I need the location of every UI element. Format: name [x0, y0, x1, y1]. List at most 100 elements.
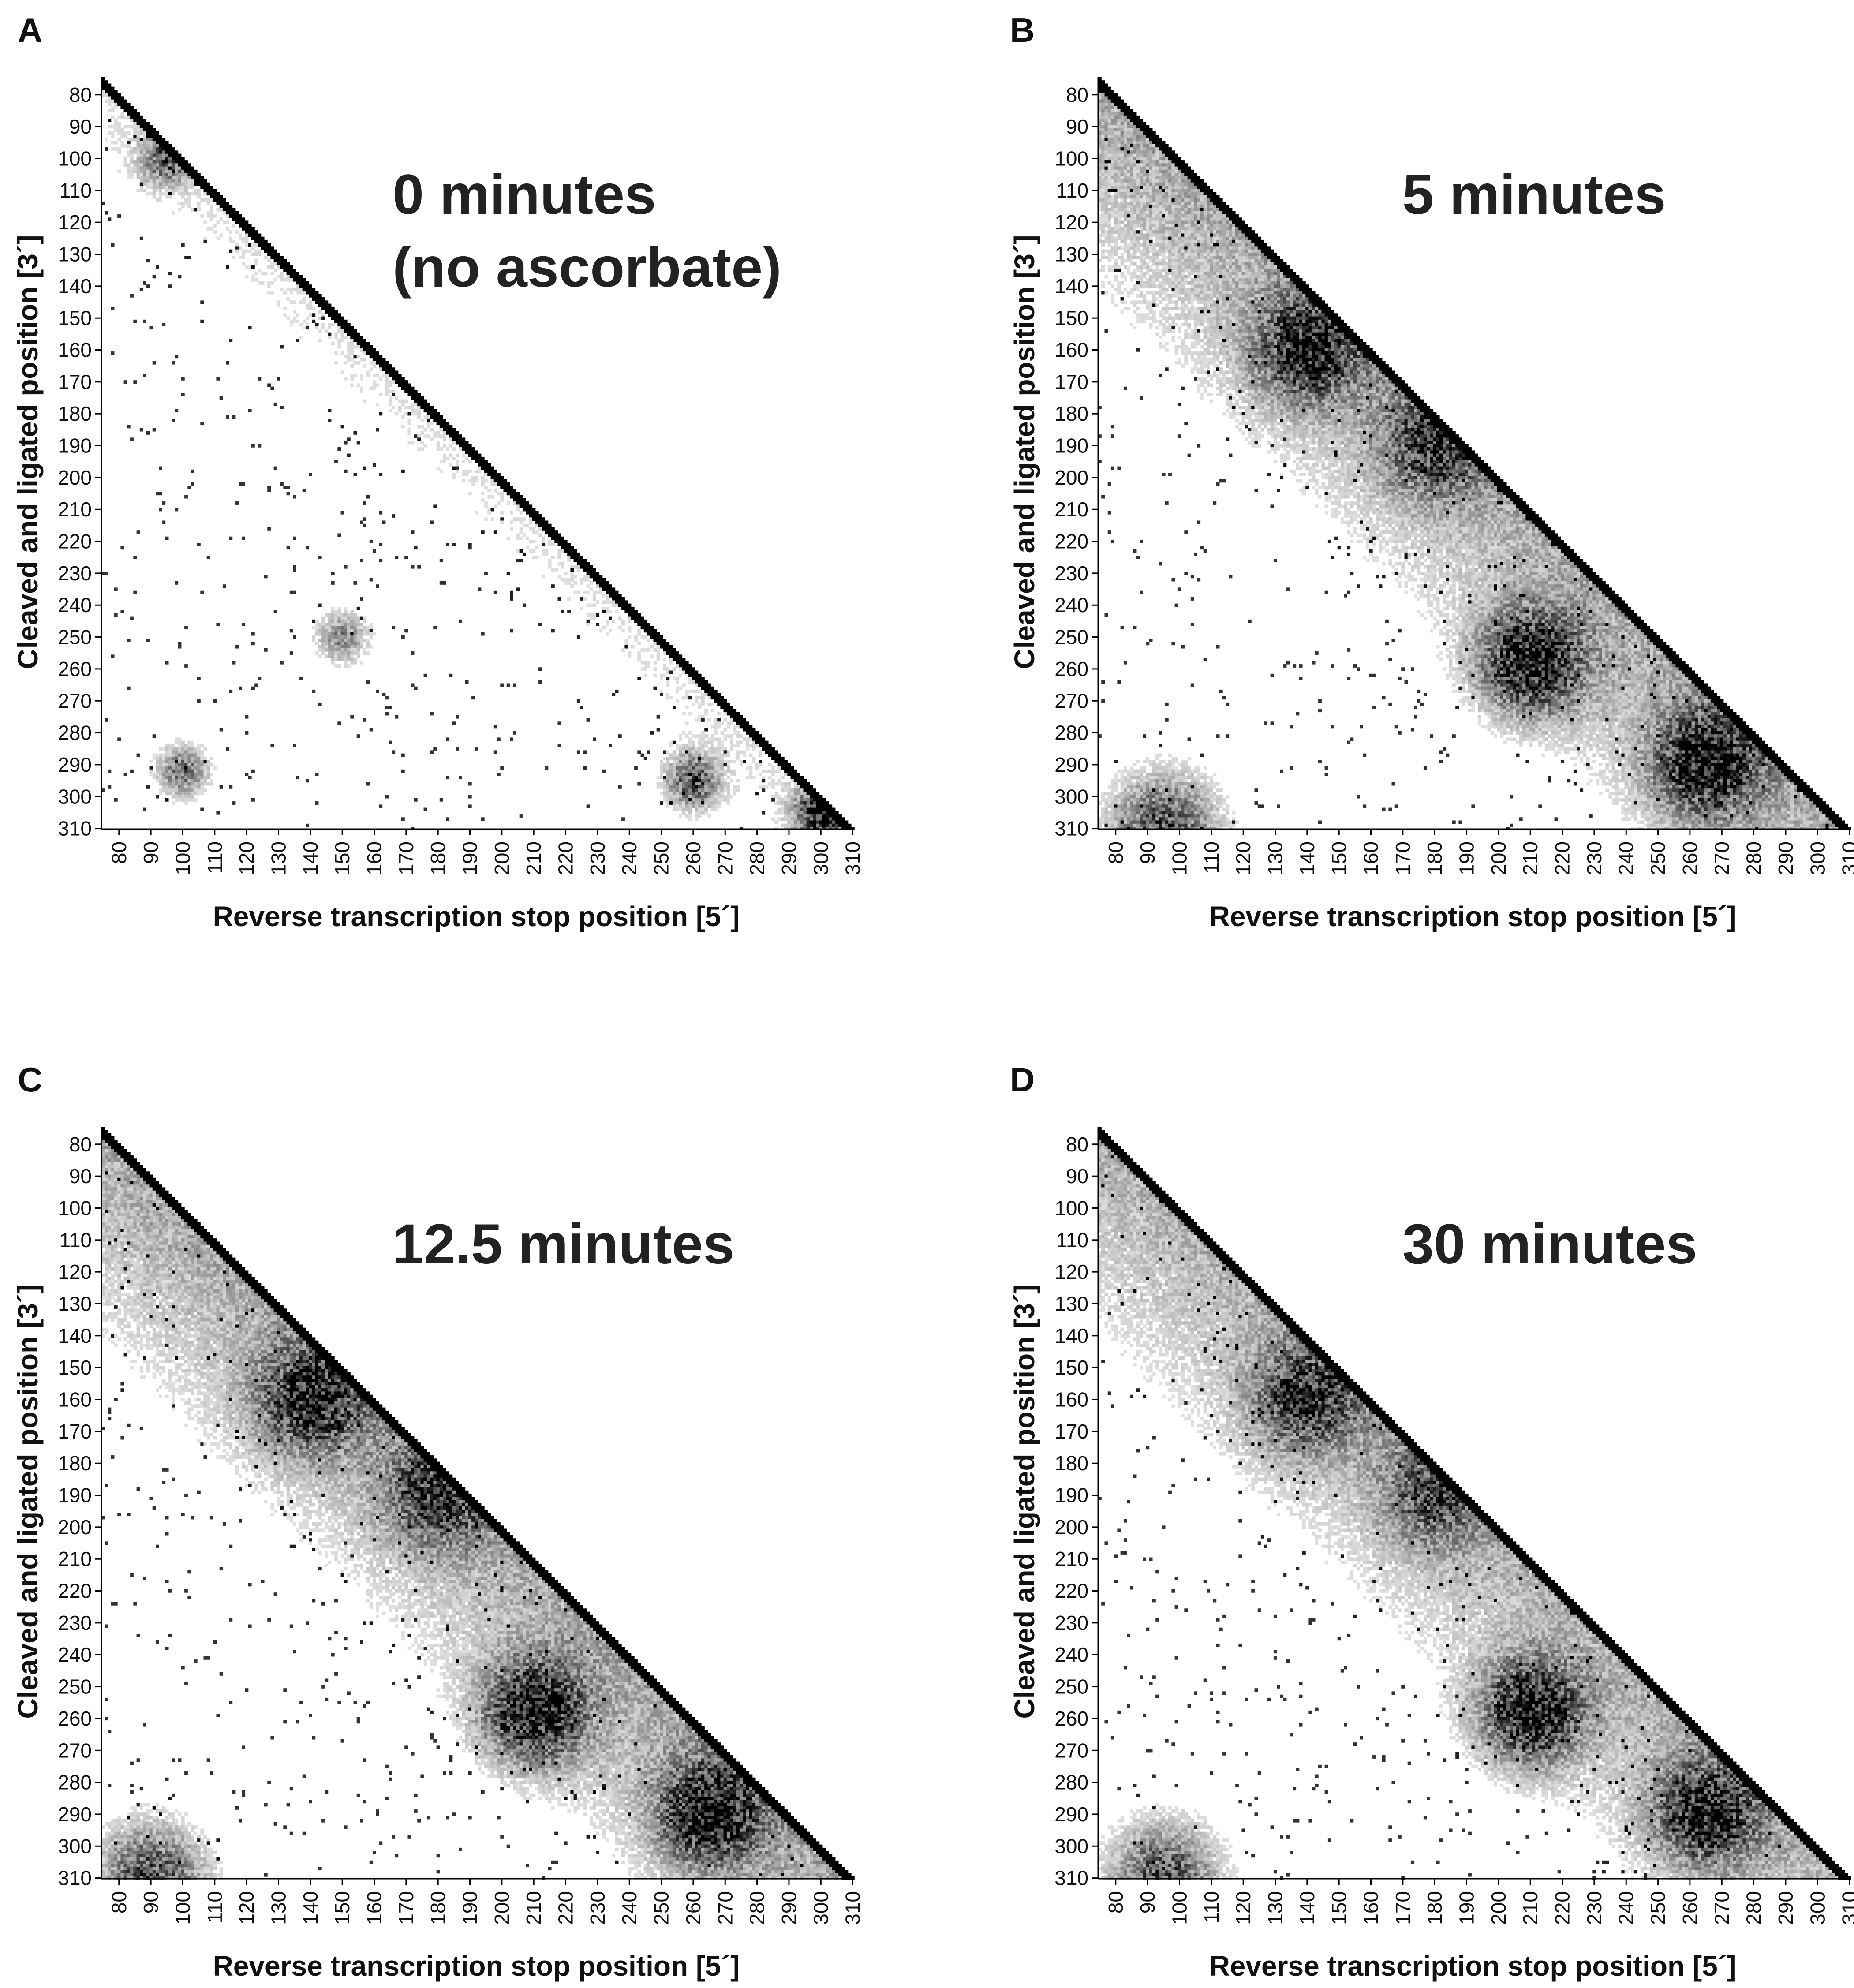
- heatmap-cell: [468, 453, 472, 457]
- heatmap-cell: [1174, 220, 1178, 224]
- heatmap-cell: [203, 763, 207, 767]
- heatmap-cell: [325, 623, 329, 626]
- heatmap-cell: [1098, 122, 1102, 126]
- heatmap-cell: [676, 680, 679, 684]
- heatmap-cell: [143, 173, 146, 176]
- heatmap-cell: [561, 546, 564, 550]
- heatmap-cell: [685, 792, 689, 796]
- heatmap-cell: [640, 635, 644, 639]
- heatmap-cell: [353, 661, 357, 665]
- heatmap-cell: [1177, 179, 1181, 183]
- heatmap-cell: [1133, 138, 1137, 142]
- heatmap-cell: [1155, 163, 1159, 167]
- heatmap-cell: [146, 639, 150, 642]
- heatmap-cell: [800, 782, 804, 786]
- heatmap-cell: [222, 211, 226, 215]
- heatmap-cell: [194, 798, 198, 802]
- heatmap-cell: [340, 645, 344, 649]
- heatmap-cell: [656, 715, 660, 719]
- heatmap-cell: [650, 654, 654, 658]
- heatmap-cell: [1181, 236, 1185, 240]
- heatmap-cell: [245, 715, 249, 719]
- heatmap-cell: [672, 740, 676, 744]
- heatmap-cell: [723, 753, 727, 757]
- heatmap-cell: [768, 763, 772, 767]
- heatmap-cell: [1098, 208, 1102, 212]
- heatmap-cell: [229, 236, 233, 240]
- heatmap-cell: [1190, 214, 1194, 218]
- heatmap-cell: [1101, 233, 1105, 237]
- heatmap-cell: [762, 747, 766, 751]
- heatmap-cell: [449, 444, 453, 448]
- heatmap-cell: [264, 246, 268, 250]
- heatmap-cell: [194, 776, 198, 780]
- x-tick-label: 250: [650, 841, 673, 875]
- heatmap-cell: [1210, 233, 1213, 237]
- heatmap-cell: [312, 294, 316, 298]
- heatmap-cell: [516, 492, 520, 496]
- heatmap-cell: [312, 689, 316, 693]
- heatmap-cell: [672, 776, 676, 780]
- heatmap-cell: [660, 635, 663, 639]
- heatmap-cell: [139, 147, 143, 151]
- heatmap-cell: [108, 131, 112, 135]
- heatmap-cell: [701, 766, 705, 770]
- heatmap-cell: [1152, 179, 1156, 183]
- heatmap-cell: [704, 709, 708, 713]
- heatmap-cell: [813, 788, 816, 792]
- heatmap-cell: [542, 543, 546, 546]
- heatmap-cell: [1177, 157, 1181, 161]
- heatmap-cell: [443, 444, 446, 448]
- heatmap-cell: [1168, 182, 1172, 186]
- heatmap-cell: [146, 128, 150, 132]
- heatmap-cell: [1187, 186, 1191, 189]
- heatmap-cell: [634, 766, 638, 770]
- heatmap-cell: [344, 323, 348, 326]
- heatmap-cell: [191, 179, 194, 183]
- heatmap-cell: [280, 288, 284, 291]
- heatmap-cell: [446, 431, 450, 435]
- heatmap-cell: [698, 807, 702, 811]
- heatmap-cell: [350, 613, 354, 617]
- heatmap-cell: [184, 664, 188, 668]
- heatmap-cell: [206, 211, 210, 215]
- heatmap-cell: [178, 756, 182, 760]
- heatmap-cell: [545, 523, 549, 527]
- heatmap-cell: [369, 367, 373, 371]
- heatmap-cell: [589, 581, 593, 585]
- heatmap-cell: [660, 801, 663, 805]
- heatmap-cell: [123, 163, 127, 167]
- heatmap-cell: [175, 186, 179, 189]
- heatmap-cell: [162, 520, 166, 524]
- heatmap-cell: [242, 227, 246, 231]
- heatmap-cell: [1133, 169, 1137, 173]
- heatmap-cell: [436, 434, 440, 438]
- heatmap-cell: [184, 176, 188, 180]
- heatmap-cell: [439, 419, 443, 422]
- heatmap-cell: [105, 718, 108, 722]
- heatmap-cell: [286, 275, 290, 279]
- heatmap-cell: [136, 176, 140, 180]
- heatmap-cell: [1143, 125, 1147, 129]
- heatmap-cell: [615, 594, 619, 598]
- heatmap-cell: [1155, 153, 1159, 157]
- heatmap-cell: [133, 169, 137, 173]
- heatmap-cell: [446, 425, 450, 429]
- heatmap-cell: [165, 769, 169, 773]
- heatmap-cell: [806, 801, 810, 805]
- heatmap-cell: [1190, 189, 1194, 192]
- heatmap-cell: [1232, 211, 1236, 215]
- heatmap-cell: [698, 740, 702, 744]
- heatmap-cell: [557, 744, 561, 747]
- heatmap-cell: [353, 626, 357, 630]
- heatmap-cell: [570, 572, 574, 575]
- heatmap-cell: [1107, 214, 1111, 218]
- heatmap-cell: [1107, 157, 1111, 161]
- heatmap-cell: [1107, 141, 1111, 145]
- heatmap-cell: [331, 626, 335, 630]
- heatmap-cell: [701, 744, 705, 747]
- heatmap-cell: [500, 479, 504, 483]
- heatmap-cell: [446, 817, 450, 821]
- heatmap-cell: [845, 823, 849, 827]
- heatmap-cell: [599, 629, 603, 633]
